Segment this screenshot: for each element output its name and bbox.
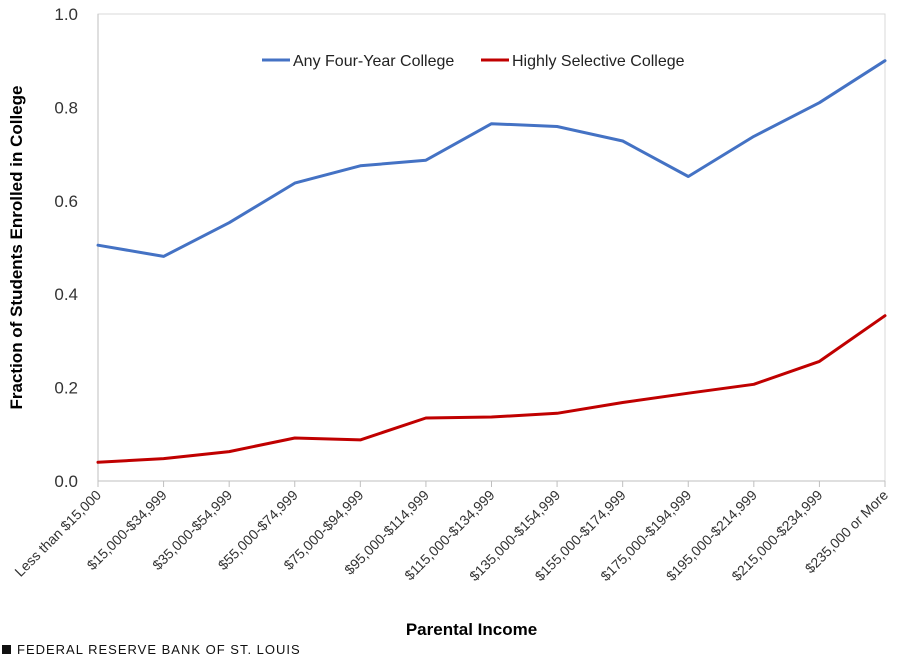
x-axis-title: Parental Income [406, 620, 537, 639]
y-tick-label: 0.4 [54, 285, 78, 304]
source-text: FEDERAL RESERVE BANK OF ST. LOUIS [17, 642, 301, 657]
y-tick-label: 0.8 [54, 98, 78, 117]
legend: Any Four-Year College Highly Selective Co… [262, 53, 685, 70]
source-footer: FEDERAL RESERVE BANK OF ST. LOUIS [2, 642, 301, 657]
y-axis-title-group: Fraction of Students Enrolled in College [7, 86, 26, 410]
y-axis-title: Fraction of Students Enrolled in College [7, 86, 26, 410]
y-tick-label: 0.0 [54, 472, 78, 491]
plot-area-border [97, 13, 886, 482]
line-chart: Fraction of Students Enrolled in College… [7, 5, 891, 639]
series-line-highly-selective-college [96, 314, 887, 464]
y-tick-label: 0.2 [54, 379, 78, 398]
square-bullet-icon [2, 645, 11, 654]
legend-label: Any Four-Year College [293, 53, 454, 70]
x-axis-title-group: Parental Income [406, 620, 537, 639]
series-line-any-four-year-college [96, 59, 887, 258]
x-axis-ticks: Less than $15,000$15,000-$34,999$35,000-… [11, 481, 891, 584]
series-layer [96, 59, 887, 464]
legend-label: Highly Selective College [512, 53, 685, 70]
y-tick-label: 0.6 [54, 192, 78, 211]
plot-frame [97, 13, 886, 482]
y-axis-ticks: 0.0 0.2 0.4 0.6 0.8 1.0 [54, 5, 78, 491]
y-tick-label: 1.0 [54, 5, 78, 24]
